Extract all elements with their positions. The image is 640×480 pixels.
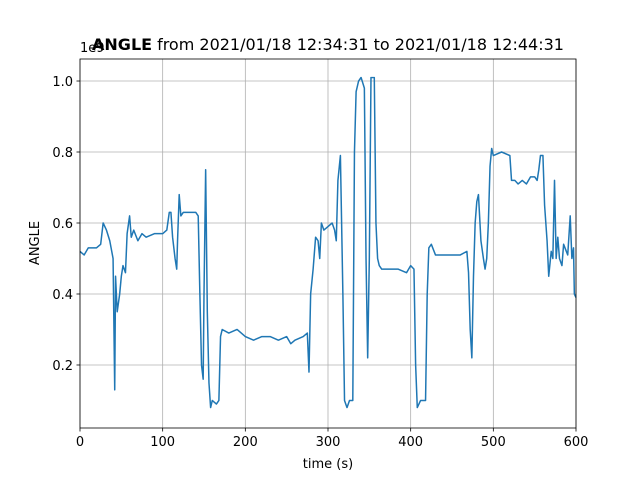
- title-bold: ANGLE: [92, 35, 152, 54]
- y-tick-label: 0.6: [52, 217, 73, 232]
- x-tick-label: 600: [564, 435, 589, 450]
- x-tick-label: 500: [481, 435, 506, 450]
- x-tick-label: 100: [150, 435, 175, 450]
- chart-title: ANGLE from 2021/01/18 12:34:31 to 2021/01…: [92, 35, 564, 54]
- title-rest: from 2021/01/18 12:34:31 to 2021/01/18 1…: [157, 35, 564, 54]
- y-tick-label: 0.4: [52, 288, 73, 303]
- y-tick-label: 0.2: [52, 359, 73, 374]
- x-tick-label: 400: [398, 435, 423, 450]
- y-tick-label: 0.8: [52, 146, 73, 161]
- offset-label: 1e9: [80, 41, 105, 56]
- y-axis-label: ANGLE: [28, 221, 43, 265]
- x-tick-label: 0: [76, 435, 84, 450]
- data-line: [80, 77, 576, 407]
- plot-frame: [79, 58, 577, 429]
- y-tick-label: 1.0: [52, 75, 73, 90]
- x-axis-label: time (s): [303, 457, 353, 472]
- x-tick-label: 300: [316, 435, 341, 450]
- x-tick-label: 200: [233, 435, 258, 450]
